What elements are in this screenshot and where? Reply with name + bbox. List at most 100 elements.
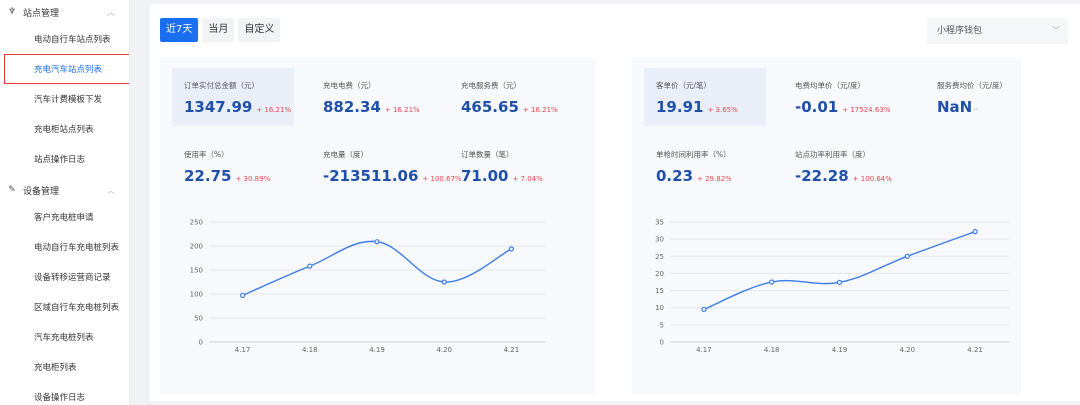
stat-value: -213511.06 xyxy=(323,167,419,185)
sidebar-item-ebike-sites[interactable]: 电动自行车站点列表 xyxy=(34,35,111,45)
stat-value: -0.01 xyxy=(795,98,839,116)
sidebar-item-ebike-piles[interactable]: 电动自行车充电桩列表 xyxy=(34,243,120,253)
sidebar-item-ev-sites[interactable]: 充电汽车站点列表 xyxy=(4,54,129,84)
right-stats-panel: 客单价（元/笔） 19.91 + 3.65% 电费均单价（元/度） -0.01 + … xyxy=(632,57,1021,394)
data-point xyxy=(701,306,707,313)
data-point xyxy=(374,239,380,245)
stat-label: 充电量（度） xyxy=(323,150,368,159)
stat-site-power-utilization[interactable]: 站点功率利用率（度） -22.28 + 100.64% xyxy=(783,137,905,195)
stat-value: 22.75 xyxy=(184,167,232,185)
stat-order-count[interactable]: 订单数量（笔） 71.00 + 7.04% xyxy=(449,137,571,195)
tab-this-month[interactable]: 当月 xyxy=(202,18,235,42)
x-tick-label: 4.20 xyxy=(436,346,452,354)
y-tick-label: 0 xyxy=(660,339,664,347)
sidebar-item-cabinets[interactable]: 充电柜列表 xyxy=(34,363,77,373)
stat-label: 单枪时间利用率（%） xyxy=(656,150,731,159)
sidebar-item-billing-template[interactable]: 汽车计费模板下发 xyxy=(34,95,103,105)
data-point xyxy=(836,279,843,285)
y-tick-label: 100 xyxy=(190,291,203,299)
y-tick-label: 35 xyxy=(655,219,664,227)
y-tick-label: 200 xyxy=(190,243,203,251)
stat-change: + 3.65% xyxy=(707,106,738,114)
sidebar-item-site-log[interactable]: 站点操作日志 xyxy=(34,155,86,165)
stat-value: NaN xyxy=(937,98,973,116)
chevron-up-icon[interactable]: ︿ xyxy=(107,186,115,195)
stat-service-fee[interactable]: 充电服务费（元） 465.65 + 16.21% xyxy=(449,68,571,126)
y-tick-label: 50 xyxy=(194,315,203,323)
stat-electricity-fee[interactable]: 充电电费（元） 882.34 + 16.21% xyxy=(311,68,433,126)
series-line xyxy=(242,240,512,297)
stat-label: 充电电费（元） xyxy=(323,81,376,90)
stat-change: + 29.82% xyxy=(697,175,732,183)
stat-value: -22.28 xyxy=(795,167,849,185)
stat-label: 使用率（%） xyxy=(184,150,229,159)
sidebar-group-label: 设备管理 xyxy=(23,186,60,197)
sidebar-group-label: 站点管理 xyxy=(23,8,60,19)
wallet-select[interactable]: 小程序钱包 ﹀ xyxy=(927,18,1068,44)
stat-change: + 16.21% xyxy=(256,106,292,114)
stat-change: + 7.04% xyxy=(512,175,543,183)
stat-label: 客单价（元/笔） xyxy=(656,81,712,90)
main-content: 近7天 当月 自定义 小程序钱包 ﹀ 订单实付总金额（元） 1347.99 + 1… xyxy=(150,4,1080,401)
y-tick-label: 0 xyxy=(199,339,203,347)
stat-charge-amount[interactable]: 充电量（度） -213511.06 + 100.67% xyxy=(311,137,462,195)
stat-label: 服务费均价（元/度） xyxy=(937,81,1008,90)
stat-avg-service-price[interactable]: 服务费均价（元/度） NaN -- xyxy=(925,68,1021,126)
y-tick-label: 5 xyxy=(660,321,664,329)
sidebar-group-site-management[interactable]: ♆ 站点管理 ︿ xyxy=(0,0,129,24)
data-point xyxy=(508,246,514,252)
chevron-up-icon[interactable]: ︿ xyxy=(107,8,115,17)
stat-usage-rate[interactable]: 使用率（%） 22.75 + 30.89% xyxy=(172,137,294,195)
data-point xyxy=(441,279,447,285)
stat-order-total[interactable]: 订单实付总金额（元） 1347.99 + 16.21% xyxy=(172,68,294,126)
tab-custom[interactable]: 自定义 xyxy=(238,18,281,42)
left-stats-panel: 订单实付总金额（元） 1347.99 + 16.21% 充电电费（元） 882.3… xyxy=(160,57,595,394)
data-point xyxy=(239,292,246,299)
sidebar-item-device-transfer[interactable]: 设备转移运营商记录 xyxy=(34,273,111,283)
stat-label: 充电服务费（元） xyxy=(461,81,521,90)
sidebar-item-region-bike-piles[interactable]: 区域自行车充电桩列表 xyxy=(34,303,120,313)
y-tick-label: 15 xyxy=(655,287,664,295)
stat-gun-time-utilization[interactable]: 单枪时间利用率（%） 0.23 + 29.82% xyxy=(644,137,766,195)
sidebar: ♆ 站点管理 ︿ 电动自行车站点列表 充电汽车站点列表 汽车计费模板下发 充电柜… xyxy=(0,0,130,405)
stat-change: + 100.64% xyxy=(852,175,892,183)
x-tick-label: 4.18 xyxy=(764,346,780,354)
data-point xyxy=(972,229,978,235)
wallet-select-value: 小程序钱包 xyxy=(937,26,983,36)
sidebar-item-cabinet-sites[interactable]: 充电柜站点列表 xyxy=(34,125,94,135)
x-tick-label: 4.17 xyxy=(696,346,712,354)
x-tick-label: 4.21 xyxy=(967,346,983,354)
y-tick-label: 250 xyxy=(190,219,203,227)
stat-label: 订单实付总金额（元） xyxy=(184,81,259,90)
y-tick-label: 25 xyxy=(655,253,664,261)
stat-value: 0.23 xyxy=(656,167,694,185)
y-tick-label: 10 xyxy=(655,304,664,312)
data-point xyxy=(904,253,910,259)
tab-last-7-days[interactable]: 近7天 xyxy=(160,18,199,42)
sidebar-group-device-management[interactable]: ✎ 设备管理 ︿ xyxy=(0,178,129,202)
stat-label: 订单数量（笔） xyxy=(461,150,514,159)
right-line-chart: 0 5 10 15 20 25 30 35 4.17 4.18 4.19 4.20 4.21 xyxy=(655,219,1009,354)
stat-avg-order-price[interactable]: 客单价（元/笔） 19.91 + 3.65% xyxy=(644,68,766,126)
stat-value: 1347.99 xyxy=(184,98,253,116)
x-tick-label: 4.19 xyxy=(369,346,385,354)
series-line xyxy=(703,230,976,311)
stat-label: 电费均单价（元/度） xyxy=(795,81,866,90)
y-tick-label: 20 xyxy=(655,270,664,278)
y-tick-label: 30 xyxy=(655,236,664,244)
x-tick-label: 4.17 xyxy=(235,346,251,354)
x-tick-label: 4.21 xyxy=(504,346,520,354)
stat-value: 465.65 xyxy=(461,98,519,116)
sidebar-item-ev-piles[interactable]: 汽车充电桩列表 xyxy=(34,333,94,343)
sidebar-item-customer-pile-apply[interactable]: 客户充电桩申请 xyxy=(34,213,94,223)
stat-change: + 30.89% xyxy=(235,175,271,183)
stat-avg-electricity-price[interactable]: 电费均单价（元/度） -0.01 + 17524.63% xyxy=(783,68,905,126)
x-tick-label: 4.20 xyxy=(900,346,916,354)
stat-value: 882.34 xyxy=(323,98,381,116)
stat-change: -- xyxy=(973,106,979,114)
stat-change: + 16.21% xyxy=(522,106,558,114)
x-tick-label: 4.19 xyxy=(832,346,848,354)
sidebar-item-device-log[interactable]: 设备操作日志 xyxy=(34,393,86,403)
stat-value: 71.00 xyxy=(461,167,509,185)
date-range-tabs: 近7天 当月 自定义 xyxy=(160,18,281,42)
